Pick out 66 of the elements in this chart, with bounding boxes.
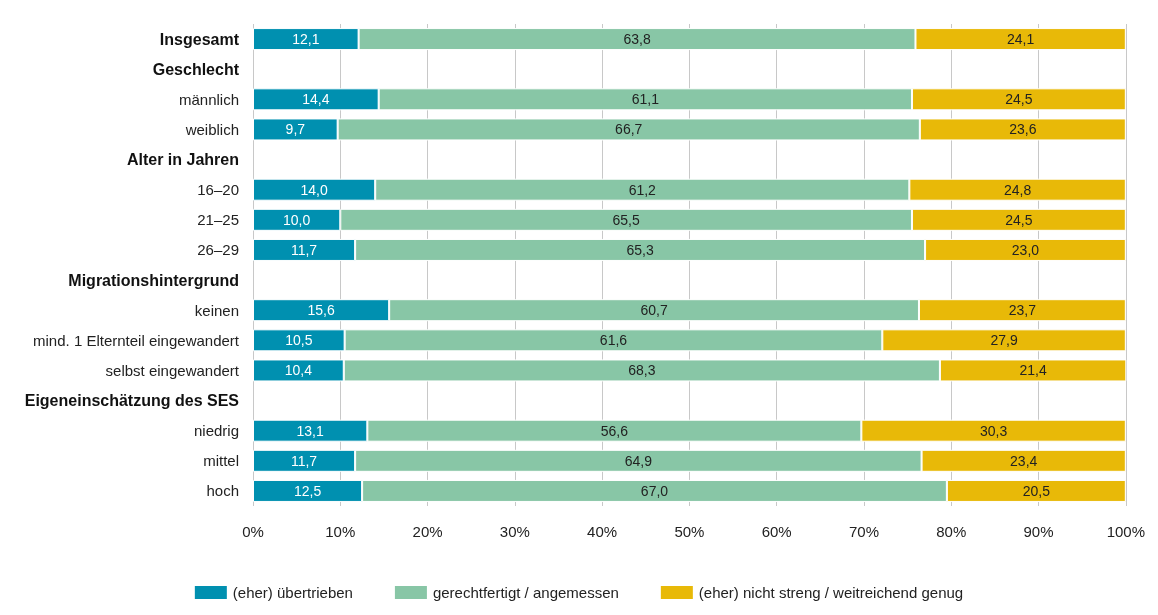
- x-tick-label: 20%: [412, 523, 443, 540]
- y-tick-label: keinen: [194, 301, 239, 319]
- legend-label: gerechtfertigt / angemessen: [432, 584, 619, 601]
- y-tick-label: Eigeneinschätzung des SES: [24, 392, 240, 410]
- y-tick-label: männlich: [178, 90, 239, 108]
- data-label: 68,3: [628, 362, 656, 379]
- data-label: 11,7: [290, 241, 318, 258]
- data-label: 10,5: [285, 332, 313, 349]
- x-tick-label: 0%: [242, 523, 264, 540]
- data-label: 66,7: [615, 121, 643, 138]
- data-label: 64,9: [624, 452, 653, 469]
- data-label: 61,6: [599, 332, 628, 349]
- y-tick-label: Insgesamt: [159, 30, 240, 48]
- x-tick-label: 80%: [936, 523, 967, 540]
- y-tick-label: 16–20: [197, 181, 239, 199]
- data-label: 24,5: [1005, 91, 1033, 108]
- data-label: 14,4: [302, 91, 330, 108]
- y-tick-label: 21–25: [197, 211, 239, 229]
- y-tick-label: hoch: [206, 482, 239, 500]
- y-tick-label: Migrationshintergrund: [68, 271, 239, 289]
- data-label: 24,8: [1003, 181, 1032, 198]
- x-tick-label: 100%: [1106, 523, 1146, 540]
- data-label: 63,8: [623, 31, 651, 48]
- data-label: 9,7: [285, 121, 306, 138]
- data-label: 60,7: [640, 302, 668, 319]
- x-tick-label: 50%: [674, 523, 705, 540]
- x-tick-label: 70%: [848, 523, 879, 540]
- data-label: 20,5: [1022, 482, 1051, 499]
- y-tick-label: selbst eingewandert: [105, 361, 240, 379]
- data-label: 23,6: [1009, 121, 1037, 138]
- data-label: 56,6: [600, 422, 629, 439]
- data-label: 11,7: [290, 452, 318, 469]
- y-tick-label: Geschlecht: [152, 60, 240, 78]
- data-label: 21,4: [1019, 362, 1047, 379]
- x-tick-label: 30%: [499, 523, 530, 540]
- data-label: 13,1: [296, 422, 325, 439]
- data-label: 61,1: [631, 91, 660, 108]
- x-tick-label: 60%: [761, 523, 792, 540]
- data-label: 14,0: [300, 181, 328, 198]
- data-label: 24,1: [1007, 31, 1035, 48]
- x-tick-label: 10%: [325, 523, 356, 540]
- y-tick-label: weiblich: [184, 120, 239, 138]
- data-label: 61,2: [628, 181, 657, 198]
- data-label: 15,6: [307, 302, 335, 319]
- x-tick-label: 90%: [1023, 523, 1054, 540]
- data-label: 10,4: [284, 362, 313, 379]
- data-label: 23,7: [1008, 302, 1037, 319]
- data-label: 12,5: [293, 482, 322, 499]
- legend-label: (eher) übertrieben: [232, 584, 353, 601]
- y-tick-label: niedrig: [193, 422, 239, 440]
- x-tick-label: 40%: [587, 523, 618, 540]
- legend-label: (eher) nicht streng / weitreichend genug: [698, 584, 964, 601]
- data-label: 65,3: [626, 241, 654, 258]
- y-tick-label: 26–29: [197, 241, 239, 259]
- data-label: 23,4: [1010, 452, 1038, 469]
- y-tick-label: mind. 1 Elternteil eingewandert: [33, 331, 240, 349]
- data-label: 30,3: [979, 422, 1008, 439]
- data-label: 12,1: [292, 31, 320, 48]
- data-label: 27,9: [990, 332, 1018, 349]
- data-label: 10,0: [283, 211, 311, 228]
- data-label: 24,5: [1005, 211, 1033, 228]
- data-label: 23,0: [1011, 241, 1040, 258]
- y-tick-label: mittel: [203, 452, 239, 470]
- data-label: 65,5: [612, 211, 640, 228]
- y-tick-label: Alter in Jahren: [126, 151, 239, 169]
- data-label: 67,0: [640, 482, 669, 499]
